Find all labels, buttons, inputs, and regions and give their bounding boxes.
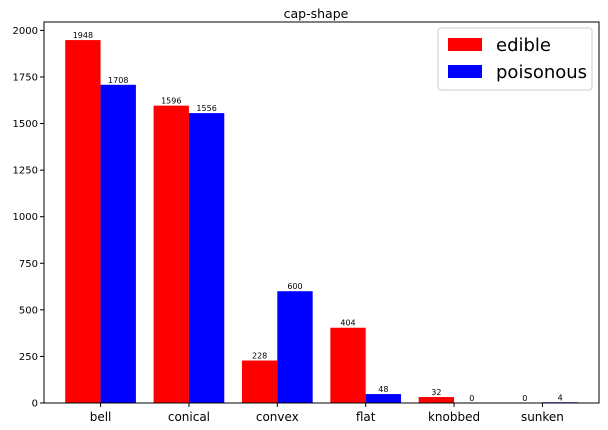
bar-poisonous-convex [277,291,313,403]
y-tick-label: 1000 [13,212,38,223]
x-tick-label-flat: flat [356,410,376,424]
data-label-poisonous-bell: 1708 [108,76,128,85]
y-tick-label: 2000 [13,26,38,37]
y-tick-label: 1500 [13,119,38,130]
data-label-edible-flat: 404 [340,319,355,328]
data-label-poisonous-conical: 1556 [196,104,216,113]
x-tick-label-sunken: sunken [521,410,564,424]
data-label-edible-conical: 1596 [161,97,181,106]
y-axis: 0 250 500 750 1000 1250 1500 1750 2000 [13,26,44,410]
x-tick-label-knobbed: knobbed [428,410,480,424]
data-label-poisonous-knobbed: 0 [469,394,474,403]
data-label-edible-convex: 228 [252,352,267,361]
data-label-poisonous-flat: 48 [378,385,388,394]
plot-frame [43,21,600,404]
data-label-edible-bell: 1948 [73,31,93,40]
bar-poisonous-conical [188,113,225,403]
x-tick-label-bell: bell [90,410,112,424]
bar-edible-knobbed [418,397,455,403]
legend: edible poisonous [437,27,593,91]
y-tick-label: 750 [19,259,38,270]
y-tick-label: 250 [19,352,38,363]
data-label-poisonous-convex: 600 [287,282,302,291]
bar-edible-bell [65,40,101,403]
chart-title: cap-shape [284,6,349,21]
legend-swatch-poisonous [448,65,482,78]
x-tick-label-convex: convex [256,410,299,424]
y-tick-label: 0 [32,399,38,410]
y-tick-label: 1250 [13,166,38,177]
legend-swatch-edible [448,38,482,51]
bar-edible-convex [241,360,278,403]
data-label-poisonous-sunken: 4 [558,393,563,402]
legend-label-edible: edible [496,35,551,56]
y-tick-label: 1750 [13,72,38,83]
bar-poisonous-bell [100,84,136,403]
x-tick-label-conical: conical [168,410,210,424]
bar-edible-conical [153,105,189,404]
x-axis: bell conical convex flat knobbed sunken [90,403,564,424]
plot-area: 1948 1596 228 404 32 0 1708 1556 600 48 0 4 [43,21,600,404]
bar-poisonous-flat [365,394,402,403]
legend-label-poisonous: poisonous [496,62,587,83]
bar-edible-flat [330,327,366,403]
data-label-edible-knobbed: 32 [431,388,441,397]
y-tick-label: 500 [19,305,38,316]
data-label-edible-sunken: 0 [522,394,527,403]
